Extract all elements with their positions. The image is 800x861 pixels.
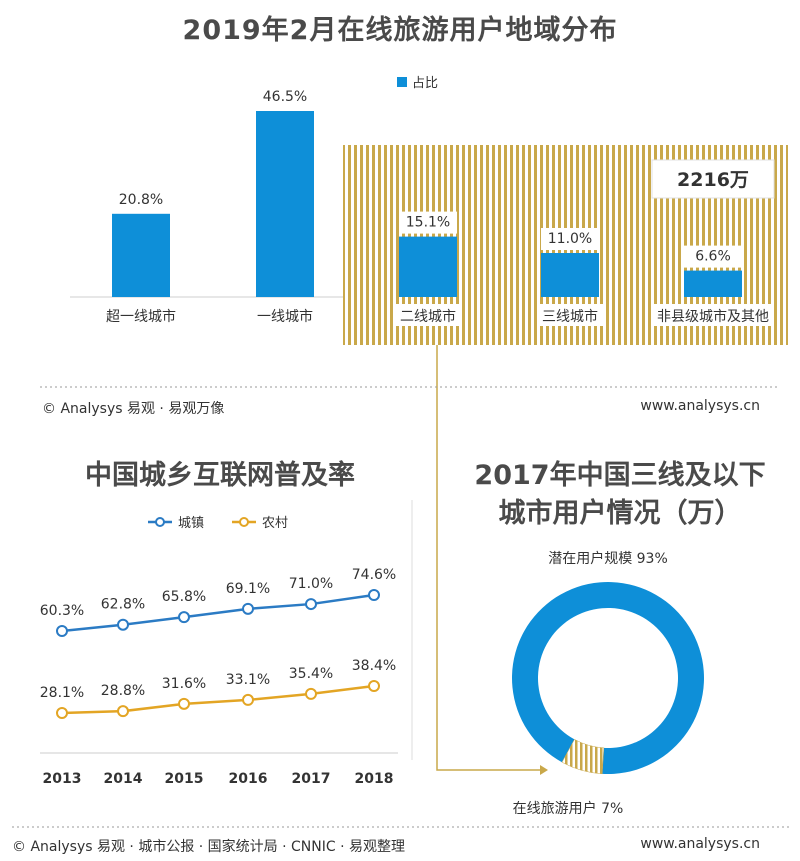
bar (541, 253, 599, 297)
donut-slice-potential (511, 582, 704, 774)
bar-value-label: 20.8% (119, 192, 163, 208)
slice-label-potential: 潜在用户规模 93% (548, 550, 668, 567)
pie-title-line2: 城市用户情况（万） (498, 498, 742, 529)
legend-series-rural: 农村 (262, 516, 288, 531)
line-chart-title: 中国城乡互联网普及率 (85, 460, 355, 491)
source-note-bottom: © Analysys 易观 · 城市公报 · 国家统计局 · CNNIC · 易… (12, 839, 406, 855)
data-label: 60.3% (40, 603, 84, 619)
bar-label-bg (541, 228, 599, 250)
category-label-bg (395, 304, 461, 326)
data-label: 69.1% (226, 581, 270, 597)
category-label-bg (537, 304, 603, 326)
donut-slice-online (561, 739, 605, 775)
data-label: 31.6% (162, 676, 206, 692)
bar-value-label: 11.0% (548, 231, 592, 247)
bar (399, 236, 457, 297)
x-tick-label: 2013 (43, 771, 82, 787)
line-chart: 城镇 农村 60.3% 62.8% 65.8% 69.1% 71.0% 74.6% 28.1… (40, 500, 413, 787)
bar-chart: 20.8% 超一线城市 46.5% 一线城市 15.1% 二线城市 11.0% 三线城市 6.6… (70, 76, 788, 345)
website-bottom: www.analysys.cn (640, 836, 760, 852)
category-label: 二线城市 (400, 308, 456, 325)
x-tick-label: 2017 (292, 771, 331, 787)
legend: 城镇 农村 (148, 516, 288, 531)
category-label-bg (652, 304, 774, 326)
bar-value-label: 46.5% (263, 89, 307, 105)
category-label: 非县级城市及其他 (657, 308, 769, 325)
data-point (178, 611, 190, 624)
data-label: 35.4% (289, 666, 333, 682)
x-tick-label: 2015 (165, 771, 204, 787)
data-point (117, 705, 129, 718)
website-top: www.analysys.cn (640, 398, 760, 414)
category-label: 三线城市 (542, 308, 598, 325)
x-tick-label: 2014 (104, 771, 143, 787)
data-label: 38.4% (352, 658, 396, 674)
legend-label: 占比 (412, 76, 438, 91)
x-tick-label: 2016 (229, 771, 268, 787)
data-point (56, 625, 68, 637)
bar-value-label: 15.1% (406, 215, 450, 231)
legend: 占比 (397, 76, 438, 91)
series-line (61, 593, 375, 633)
data-label: 62.8% (101, 597, 145, 613)
data-point (305, 687, 317, 700)
chart-title: 2019年2月在线旅游用户地域分布 (182, 15, 618, 46)
slice-label-online: 在线旅游用户 7% (513, 800, 624, 817)
data-point (178, 697, 190, 710)
bar-label-bg (684, 245, 742, 268)
data-label: 74.6% (352, 567, 396, 583)
source-note-top: © Analysys 易观 · 易观万像 (42, 401, 225, 417)
bar (684, 270, 742, 297)
bar (112, 213, 170, 297)
data-label: 28.8% (101, 683, 145, 699)
data-point (117, 618, 129, 631)
annotation-box: 2216万 (651, 159, 775, 199)
bar-value-label: 6.6% (695, 249, 731, 265)
category-label: 一线城市 (257, 308, 313, 325)
data-point (368, 589, 380, 601)
data-label: 65.8% (162, 589, 206, 605)
annotation-text: 2216万 (677, 169, 749, 191)
data-label: 28.1% (40, 685, 84, 701)
series-line (61, 684, 375, 715)
data-point (368, 680, 380, 692)
bar (256, 111, 314, 297)
legend-series-urban: 城镇 (178, 516, 204, 531)
data-point (305, 598, 317, 611)
x-tick-label: 2018 (355, 771, 394, 787)
data-point (56, 707, 68, 719)
data-point (242, 693, 254, 706)
data-point (242, 602, 254, 615)
data-label: 71.0% (289, 576, 333, 592)
pie-title-line1: 2017年中国三线及以下 (474, 460, 766, 491)
pie-chart: 潜在用户规模 93% 在线旅游用户 7% (511, 550, 704, 817)
data-label: 33.1% (226, 672, 270, 688)
bar-label-bg (399, 211, 457, 234)
legend-swatch (397, 77, 407, 87)
category-label: 超一线城市 (106, 308, 176, 325)
